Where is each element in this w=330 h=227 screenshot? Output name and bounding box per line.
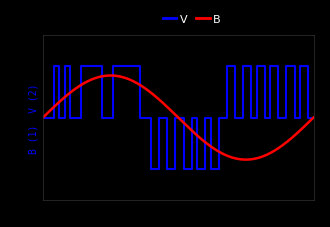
Legend: V, B: V, B bbox=[161, 12, 223, 27]
Y-axis label: B (1)  V (2): B (1) V (2) bbox=[29, 83, 39, 153]
